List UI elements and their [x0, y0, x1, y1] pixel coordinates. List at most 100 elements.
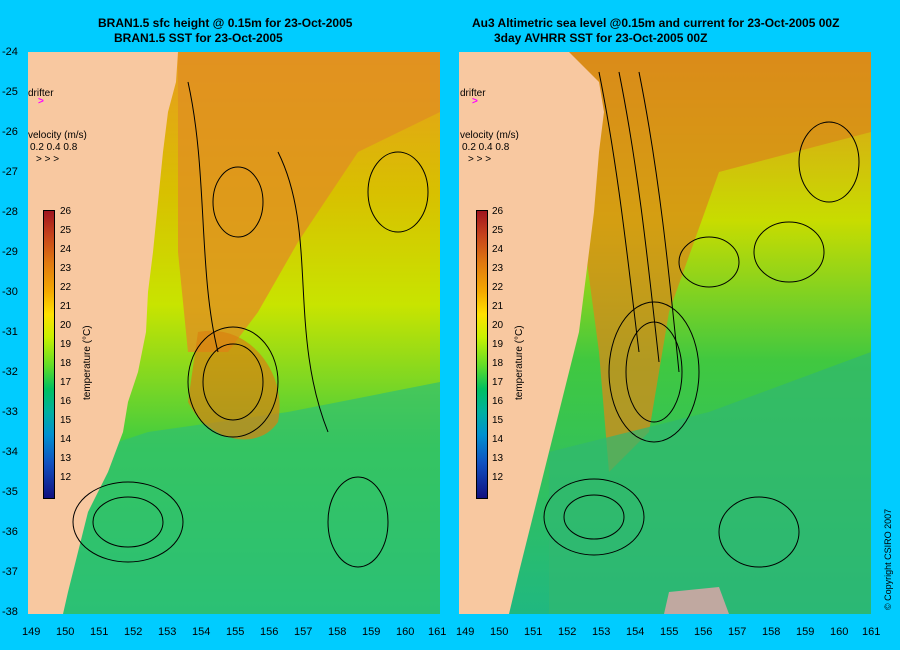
velocity-legend-arrows-icon: > > > [468, 154, 492, 165]
x-tick-label: 157 [294, 626, 313, 638]
colorbar-tick: 16 [60, 396, 72, 407]
y-tick-label: -27 [2, 166, 18, 178]
left-title-line2: BRAN1.5 SST for 23-Oct-2005 [114, 31, 283, 45]
right-colorbar-label: temperature (°C) [514, 325, 525, 400]
colorbar-tick: 19 [60, 339, 72, 350]
colorbar-tick: 15 [492, 415, 504, 426]
x-tick-label: 156 [260, 626, 279, 638]
x-tick-label: 158 [328, 626, 347, 638]
x-tick-label: 158 [762, 626, 781, 638]
colorbar-tick: 22 [60, 282, 72, 293]
x-tick-label: 156 [694, 626, 713, 638]
velocity-legend-values: 0.2 0.4 0.8 [30, 142, 78, 153]
warm-current [559, 52, 871, 472]
colorbar-tick: 23 [60, 263, 72, 274]
cool-water [549, 352, 871, 614]
x-tick-label: 150 [56, 626, 75, 638]
drifter-label: drifter [460, 88, 486, 99]
right-map-svg [459, 52, 871, 614]
contours [543, 71, 860, 568]
x-tick-label: 152 [558, 626, 577, 638]
colorbar-tick: 25 [60, 225, 72, 236]
y-tick-label: -29 [2, 246, 18, 258]
velocity-legend-title: velocity (m/s) [28, 130, 87, 141]
colorbar-tick: 17 [60, 377, 72, 388]
colorbar-tick: 20 [492, 320, 504, 331]
right-panel-title: Au3 Altimetric sea level @0.15m and curr… [472, 16, 839, 46]
x-tick-label: 155 [660, 626, 679, 638]
colorbar-tick: 19 [492, 339, 504, 350]
colorbar-tick: 26 [60, 206, 72, 217]
colorbar-tick: 24 [60, 244, 72, 255]
left-colorbar [43, 210, 55, 499]
colorbar-tick: 21 [60, 301, 72, 312]
colorbar-tick: 17 [492, 377, 504, 388]
x-tick-label: 157 [728, 626, 747, 638]
y-tick-label: -32 [2, 366, 18, 378]
x-tick-label: 160 [396, 626, 415, 638]
y-tick-label: -35 [2, 486, 18, 498]
x-tick-label: 160 [830, 626, 849, 638]
colorbar-tick: 24 [492, 244, 504, 255]
velocity-legend-values: 0.2 0.4 0.8 [462, 142, 510, 153]
colorbar-tick: 18 [492, 358, 504, 369]
x-tick-label: 151 [524, 626, 543, 638]
x-tick-label: 161 [428, 626, 447, 638]
colorbar-tick: 26 [492, 206, 504, 217]
right-colorbar [476, 210, 488, 499]
colorbar-tick: 23 [492, 263, 504, 274]
y-tick-label: -30 [2, 286, 18, 298]
colorbar-tick: 13 [60, 453, 72, 464]
x-tick-label: 150 [490, 626, 509, 638]
x-tick-label: 159 [362, 626, 381, 638]
y-tick-label: -24 [2, 46, 18, 58]
x-tick-label: 159 [796, 626, 815, 638]
drifter-marker-icon: > [38, 96, 44, 107]
left-colorbar-label: temperature (°C) [82, 325, 93, 400]
land [28, 52, 178, 614]
y-tick-label: -26 [2, 126, 18, 138]
x-tick-label: 155 [226, 626, 245, 638]
x-tick-label: 153 [158, 626, 177, 638]
colorbar-tick: 12 [60, 472, 72, 483]
right-title-line1: Au3 Altimetric sea level @0.15m and curr… [472, 16, 840, 30]
velocity-legend-arrows-icon: > > > [36, 154, 60, 165]
colorbar-tick: 18 [60, 358, 72, 369]
x-tick-label: 149 [22, 626, 41, 638]
warm-current [178, 52, 440, 352]
x-tick-label: 153 [592, 626, 611, 638]
y-tick-label: -28 [2, 206, 18, 218]
copyright-notice: © Copyright CSIRO 2007 [883, 508, 893, 610]
y-tick-label: -37 [2, 566, 18, 578]
right-title-line2: 3day AVHRR SST for 23-Oct-2005 00Z [494, 31, 708, 45]
drifter-marker-icon: > [472, 96, 478, 107]
left-map-panel [28, 52, 440, 614]
velocity-legend-title: velocity (m/s) [460, 130, 519, 141]
left-map-svg [28, 52, 440, 614]
y-tick-label: -31 [2, 326, 18, 338]
colorbar-tick: 20 [60, 320, 72, 331]
x-tick-label: 151 [90, 626, 109, 638]
left-title-line1: BRAN1.5 sfc height @ 0.15m for 23-Oct-20… [98, 16, 353, 30]
y-tick-label: -36 [2, 526, 18, 538]
x-tick-label: 149 [456, 626, 475, 638]
x-tick-label: 154 [192, 626, 211, 638]
left-panel-title: BRAN1.5 sfc height @ 0.15m for 23-Oct-20… [98, 16, 352, 46]
colorbar-tick: 16 [492, 396, 504, 407]
drifter-label: drifter [28, 88, 54, 99]
land [459, 52, 604, 614]
y-tick-label: -34 [2, 446, 18, 458]
colorbar-tick: 25 [492, 225, 504, 236]
x-tick-label: 161 [862, 626, 881, 638]
contours [72, 81, 429, 568]
x-tick-label: 152 [124, 626, 143, 638]
y-tick-label: -38 [2, 606, 18, 618]
colorbar-tick: 21 [492, 301, 504, 312]
cool-water [28, 382, 440, 614]
land-speck [664, 587, 729, 614]
colorbar-tick: 22 [492, 282, 504, 293]
x-tick-label: 154 [626, 626, 645, 638]
right-map-panel [459, 52, 871, 614]
colorbar-tick: 14 [60, 434, 72, 445]
colorbar-tick: 15 [60, 415, 72, 426]
